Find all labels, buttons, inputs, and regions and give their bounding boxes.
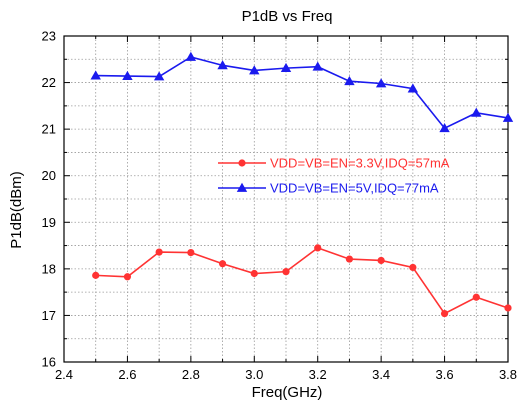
data-point-series-2 xyxy=(502,112,514,122)
chart-title: P1dB vs Freq xyxy=(242,8,333,25)
series-layer xyxy=(90,51,514,318)
x-tick-label: 2.4 xyxy=(55,367,73,382)
axes-layer: 2.4 2.6 2.8 3.0 3.2 3.4 3.6 3.8 16 17 18 19 20 21 22 23 xyxy=(42,29,518,383)
data-point-series-1 xyxy=(472,293,480,301)
data-point-series-2 xyxy=(217,60,228,70)
x-tick-label: 2.8 xyxy=(182,367,200,382)
data-point-series-1 xyxy=(123,273,132,281)
data-point-series-1 xyxy=(314,244,322,252)
data-point-series-2 xyxy=(344,75,355,86)
legend-marker-1 xyxy=(238,159,246,167)
x-axis-title: Freq(GHz) xyxy=(252,384,323,401)
x-tick-label: 3.2 xyxy=(309,367,327,382)
y-tick-label: 20 xyxy=(42,168,56,183)
data-point-series-2 xyxy=(185,51,197,61)
y-tick-label: 21 xyxy=(42,122,56,137)
data-point-series-1 xyxy=(504,304,512,312)
x-tick-label: 3.4 xyxy=(372,367,390,382)
data-point-series-2 xyxy=(375,78,387,88)
data-point-series-2 xyxy=(439,123,450,133)
data-point-series-1 xyxy=(92,271,100,279)
data-point-series-1 xyxy=(377,256,385,265)
x-tick-label: 2.6 xyxy=(118,367,136,382)
x-tick-label: 3.6 xyxy=(436,367,454,382)
data-point-series-2 xyxy=(122,70,133,80)
y-tick-label: 17 xyxy=(42,308,56,323)
series-line-1 xyxy=(95,247,509,315)
y-tick-label: 23 xyxy=(42,29,56,44)
y-tick-label: 19 xyxy=(42,215,56,230)
data-point-series-1 xyxy=(409,263,417,272)
x-tick-label: 3.0 xyxy=(245,367,263,382)
x-tick-label: 3.8 xyxy=(499,367,517,382)
data-point-series-1 xyxy=(440,309,449,318)
data-point-series-2 xyxy=(312,61,323,71)
legend: VDD=VB=EN=3.3V,IDQ=57mA VDD=VB=EN=5V,IDQ=… xyxy=(218,156,450,196)
y-tick-label: 18 xyxy=(42,261,56,276)
data-point-series-2 xyxy=(90,70,101,80)
legend-label-2: VDD=VB=EN=5V,IDQ=77mA xyxy=(270,181,439,196)
data-point-series-2 xyxy=(471,107,482,117)
data-point-series-2 xyxy=(280,62,292,73)
y-tick-label: 22 xyxy=(42,75,56,90)
series-line-2 xyxy=(95,56,509,130)
data-point-series-1 xyxy=(187,248,195,257)
legend-label-1: VDD=VB=EN=3.3V,IDQ=57mA xyxy=(270,156,450,171)
data-point-series-2 xyxy=(249,65,260,75)
data-point-series-1 xyxy=(155,248,163,256)
data-point-series-1 xyxy=(218,260,227,268)
y-tick-label: 16 xyxy=(42,355,56,370)
data-point-series-2 xyxy=(153,71,165,81)
data-point-series-2 xyxy=(407,83,419,93)
data-point-series-1 xyxy=(250,269,258,278)
data-point-series-1 xyxy=(282,268,290,276)
y-axis-title: P1dB(dBm) xyxy=(8,171,25,249)
data-point-series-1 xyxy=(345,255,354,263)
legend-marker-2 xyxy=(236,182,248,192)
